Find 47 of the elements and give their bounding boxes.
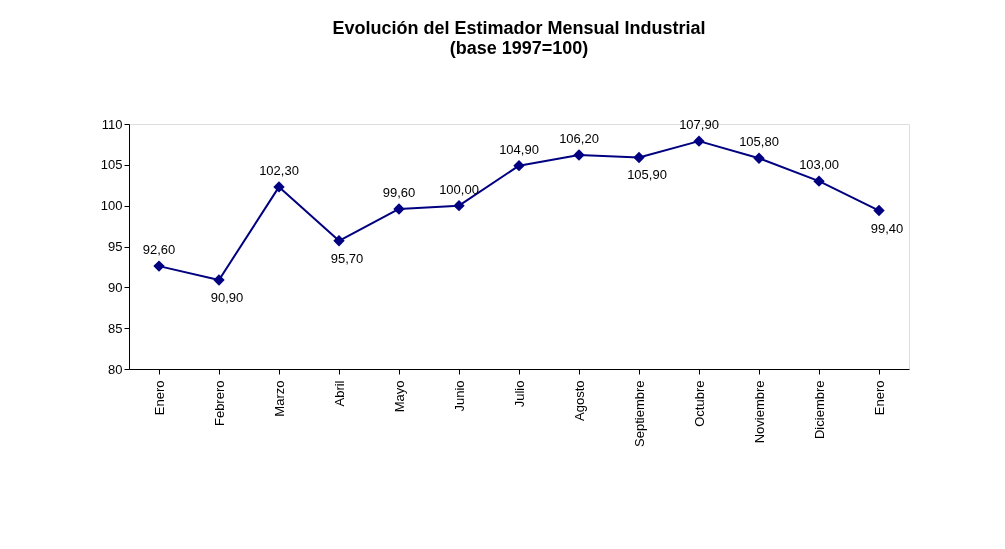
data-label: 107,90 (679, 117, 719, 133)
x-tick-label: Julio (511, 380, 527, 408)
x-tick-label: Enero (871, 380, 887, 416)
point (153, 260, 165, 272)
y-tick-label: 105 (100, 157, 123, 173)
point (273, 181, 285, 193)
point (513, 159, 525, 172)
data-label: 106,20 (559, 131, 599, 147)
y-tick-label: 100 (100, 198, 123, 214)
data-label: 105,90 (627, 167, 667, 183)
y-tick-label: 90 (108, 279, 123, 295)
point (813, 175, 825, 187)
point (633, 151, 645, 164)
x-tick-label: Diciembre (811, 380, 827, 440)
x-tick-label: Septiembre (631, 380, 647, 447)
chart-title: Evolución del Estimador Mensual Industrial (base 1997=100) (332, 18, 706, 58)
data-label: 104,90 (499, 141, 539, 157)
y-tick-label: 110 (101, 116, 123, 132)
data-label: 100,00 (439, 181, 479, 197)
point (213, 274, 225, 286)
point (453, 199, 465, 212)
data-label: 105,80 (739, 134, 779, 150)
x-tick-label: Agosto (571, 380, 587, 421)
point (393, 203, 405, 215)
data-label: 95,70 (330, 250, 364, 266)
data-label: 99,60 (382, 184, 416, 200)
x-tick-label: Enero (151, 380, 167, 416)
x-tick-label: Junio (451, 380, 467, 412)
data-label: 99,40 (870, 220, 904, 236)
data-label: 90,90 (210, 289, 244, 305)
data-label: 92,60 (142, 242, 176, 258)
x-tick-label: Octubre (691, 380, 707, 427)
point (573, 149, 585, 161)
x-tick-label: Marzo (271, 380, 287, 417)
x-tick-label: Febrero (211, 380, 227, 427)
point (873, 204, 885, 217)
point (333, 235, 345, 247)
y-tick-label: 85 (108, 320, 123, 336)
data-label: 103,00 (799, 157, 839, 173)
y-tick-label: 95 (108, 239, 123, 254)
data-label: 102,30 (259, 162, 299, 178)
y-tick-label: 80 (108, 361, 123, 377)
x-tick-label: Abril (331, 380, 347, 407)
x-tick-label: Noviembre (751, 380, 767, 444)
point (693, 135, 705, 147)
point (753, 152, 765, 164)
x-tick-label: Mayo (391, 380, 407, 413)
